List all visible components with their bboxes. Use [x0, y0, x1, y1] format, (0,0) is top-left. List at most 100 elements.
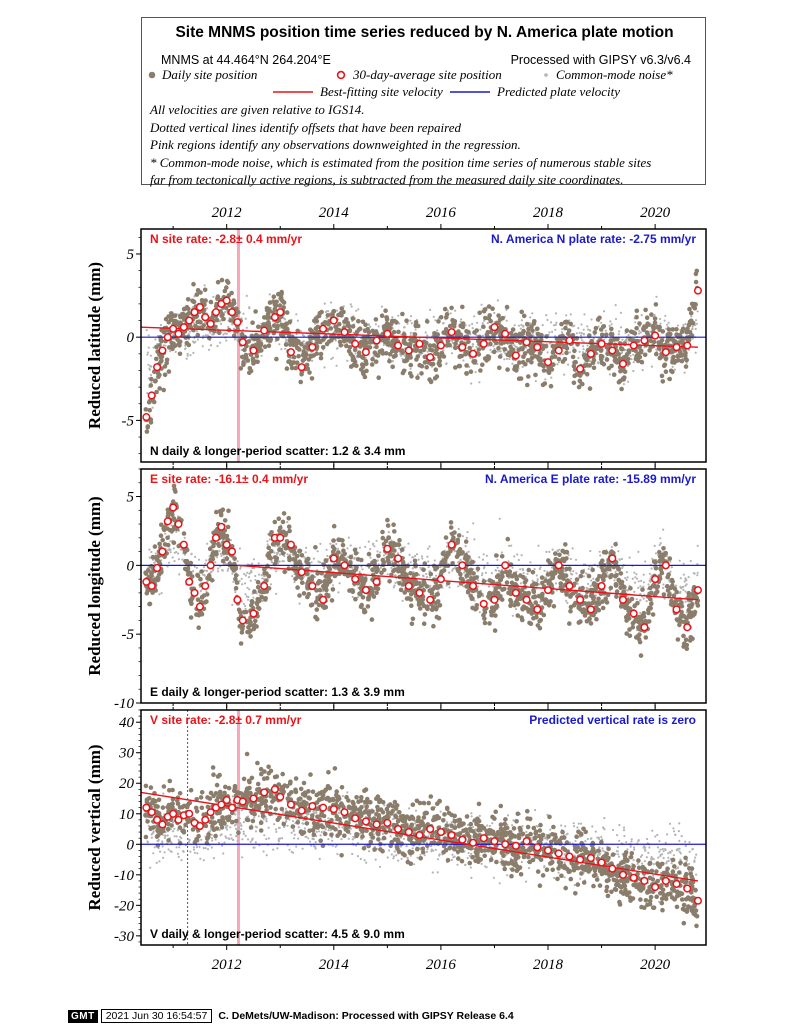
north-daily-point — [161, 387, 166, 393]
north-daily-point — [460, 304, 465, 310]
north-ylabel: Reduced latitude (mm) — [85, 262, 104, 429]
north-daily-point — [540, 382, 546, 388]
site-coords: MNMS at 44.464°N 264.204°E — [161, 53, 331, 67]
east-cm-point — [291, 575, 294, 578]
north-cm-point — [666, 323, 669, 326]
east-daily-point — [561, 574, 566, 580]
north-daily-point — [195, 288, 201, 293]
east-daily-point — [381, 541, 387, 547]
north-cm-point — [617, 333, 620, 336]
north-cm-point — [563, 373, 566, 376]
north-avg-point — [501, 329, 510, 338]
east-daily-point — [659, 570, 665, 576]
east-daily-point — [246, 625, 251, 630]
north-daily-point — [577, 378, 583, 384]
east-cm-point — [631, 577, 634, 580]
east-daily-point — [583, 594, 589, 599]
east-cm-point — [682, 573, 685, 576]
east-daily-point — [421, 567, 426, 573]
north-cm-point — [149, 364, 152, 368]
north-daily-point — [694, 268, 700, 274]
north-cm-point — [285, 338, 288, 341]
north-daily-point — [401, 332, 407, 337]
east-daily-point — [159, 522, 164, 528]
north-daily-point — [652, 316, 658, 321]
east-cm-point — [639, 593, 642, 596]
north-daily-point — [434, 374, 440, 379]
east-cm-point — [610, 545, 614, 549]
north-cm-point — [146, 353, 149, 356]
north-cm-point — [474, 371, 477, 374]
north-cm-point — [187, 332, 190, 336]
east-cm-point — [535, 574, 538, 577]
east-cm-point — [178, 573, 181, 576]
east-cm-point — [642, 573, 645, 576]
east-cm-point — [640, 579, 643, 583]
north-cm-point — [575, 332, 578, 335]
north-daily-point — [689, 301, 695, 307]
north-daily-point — [657, 346, 662, 352]
north-daily-point — [540, 346, 546, 352]
east-cm-point — [480, 574, 484, 577]
north-daily-point — [255, 324, 261, 330]
east-cm-point — [620, 557, 624, 561]
east-cm-point — [167, 548, 170, 552]
north-daily-point — [526, 374, 531, 379]
north-daily-point — [659, 373, 665, 379]
east-daily-point — [679, 609, 684, 615]
north-cm-point — [335, 364, 338, 367]
east-daily-point — [564, 566, 569, 572]
east-cm-point — [254, 578, 257, 582]
north-cm-point — [355, 309, 358, 312]
north-cm-point — [629, 354, 632, 357]
east-daily-point — [239, 630, 245, 635]
north-daily-point — [157, 343, 162, 348]
east-daily-point — [624, 631, 629, 636]
north-daily-point — [396, 329, 401, 335]
east-cm-point — [391, 560, 394, 563]
east-daily-point — [255, 584, 261, 590]
north-daily-point — [224, 285, 229, 290]
east-cm-point — [375, 539, 378, 542]
north-cm-point — [242, 312, 245, 315]
north-cm-point — [409, 367, 412, 370]
north-daily-point — [173, 319, 179, 324]
north-daily-point — [685, 337, 690, 342]
north-daily-point — [246, 339, 252, 344]
north-daily-point — [257, 344, 263, 349]
north-cm-point — [581, 339, 584, 342]
east-daily-point — [546, 558, 551, 563]
north-cm-point — [470, 382, 473, 385]
north-daily-point — [521, 313, 527, 319]
north-cm-point — [284, 318, 287, 321]
east-cm-point — [244, 574, 247, 577]
north-avg-point — [554, 346, 563, 355]
north-cm-point — [225, 332, 228, 335]
north-daily-point — [195, 332, 201, 338]
north-daily-point — [648, 338, 653, 344]
north-cm-point — [551, 330, 554, 333]
east-cm-point — [247, 576, 251, 579]
north-frame — [140, 228, 707, 463]
east-daily-point — [445, 550, 451, 556]
east-cm-point — [244, 604, 247, 608]
north-cm-point — [209, 344, 212, 347]
north-daily-point — [625, 356, 631, 362]
east-cm-point — [421, 557, 424, 560]
north-daily-point — [626, 350, 632, 355]
north-cm-point — [586, 344, 589, 347]
north-avg-point — [147, 391, 156, 400]
east-daily-point — [417, 606, 423, 611]
north-avg-point — [426, 353, 435, 362]
north-cm-point — [186, 352, 189, 355]
east-daily-point — [514, 576, 520, 582]
north-daily-point — [157, 386, 162, 391]
north-daily-point — [255, 359, 260, 365]
north-daily-point — [637, 321, 642, 326]
north-daily-point — [224, 278, 230, 284]
north-daily-point — [375, 353, 381, 358]
east-cm-point — [179, 548, 182, 551]
east-cm-point — [249, 579, 252, 582]
north-daily-point — [147, 407, 152, 413]
east-cm-point — [536, 579, 539, 583]
